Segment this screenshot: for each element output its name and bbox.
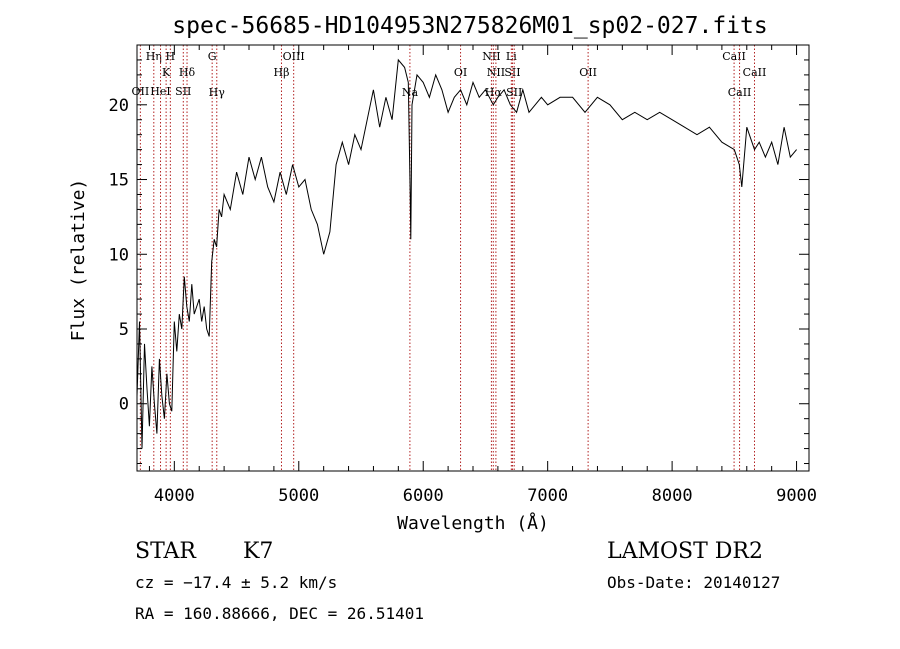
x-tick-label-0: 4000 <box>154 486 195 506</box>
y-tick-label-2: 10 <box>109 245 129 265</box>
x-tick-label-2: 6000 <box>403 486 444 506</box>
spectrum-series <box>136 58 797 449</box>
radial-velocity: cz = −17.4 ± 5.2 km/s <box>135 573 338 592</box>
line-label-8: Hγ <box>209 86 226 99</box>
spectrum-line <box>136 58 797 449</box>
line-label-19: OII <box>579 66 597 79</box>
line-label-0: OII <box>132 85 150 98</box>
line-label-2: HeI <box>150 85 170 98</box>
line-label-20: CaII <box>722 50 746 63</box>
line-label-16: Li <box>506 50 517 63</box>
y-tick-label-1: 5 <box>119 320 129 340</box>
line-label-4: H <box>166 50 176 63</box>
line-label-3: K <box>162 66 171 79</box>
plot-frame <box>136 44 810 472</box>
line-label-14: Hα <box>485 86 503 99</box>
spectral-subclass: K7 <box>243 539 274 564</box>
line-label-15: NII <box>487 66 505 79</box>
line-label-18: SII <box>506 86 522 99</box>
line-label-22: CaII <box>743 66 767 79</box>
line-label-11: Na <box>402 86 419 99</box>
y-axis-label: Flux (relative) <box>68 179 89 342</box>
line-label-9: Hβ <box>274 66 290 79</box>
object-type: STAR <box>135 539 196 564</box>
y-tick-label-0: 0 <box>119 395 129 415</box>
line-label-10: OIII <box>283 50 305 63</box>
x-tick-label-3: 7000 <box>527 486 568 506</box>
line-label-13: NII <box>482 50 500 63</box>
x-tick-label-1: 5000 <box>278 486 319 506</box>
line-markers: OIIHηHeIKHSIIHδGHγHβOIIINaOINIIHαNIILiSI… <box>132 45 767 471</box>
line-label-17: SII <box>504 66 520 79</box>
x-tick-label-4: 8000 <box>652 486 693 506</box>
y-axis-ticks: 0 5 10 15 20 <box>109 59 809 465</box>
survey-name: LAMOST DR2 <box>607 539 763 564</box>
line-label-7: G <box>208 50 217 63</box>
line-label-1: Hη <box>146 50 162 63</box>
line-label-5: SII <box>175 85 191 98</box>
line-label-12: OI <box>454 66 467 79</box>
coordinates: RA = 160.88666, DEC = 26.51401 <box>135 604 424 623</box>
chart-title: spec-56685-HD104953N275826M01_sp02-027.f… <box>172 13 767 39</box>
x-tick-label-5: 9000 <box>776 486 817 506</box>
line-label-21: CaII <box>728 86 752 99</box>
y-tick-label-3: 15 <box>109 171 129 191</box>
y-tick-label-4: 20 <box>109 96 129 116</box>
x-axis-ticks: 4000 5000 6000 7000 8000 9000 <box>148 45 817 506</box>
observation-date: Obs-Date: 20140127 <box>607 573 781 592</box>
x-axis-label: Wavelength (Å) <box>397 512 549 534</box>
line-label-6: Hδ <box>179 66 196 79</box>
